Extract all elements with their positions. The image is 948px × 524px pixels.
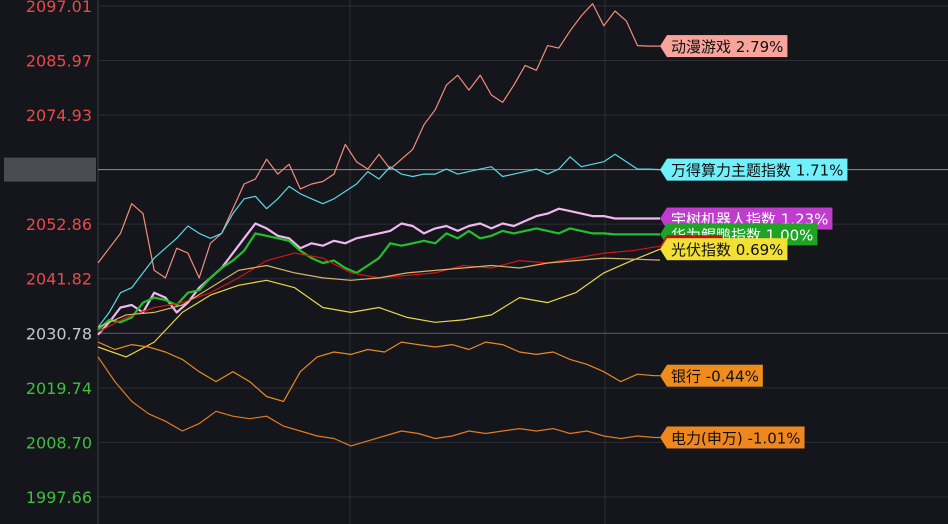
- series-labels: 动漫游戏 2.79%万得算力主题指数 1.71%宇树机器人指数 1.23%华为鲲…: [660, 35, 848, 449]
- label-pointer: [660, 426, 667, 449]
- series-line: [97, 153, 661, 328]
- crosshair-value-box: [4, 157, 96, 182]
- series-line: [97, 207, 660, 336]
- label-background: [667, 158, 848, 181]
- series-end-label-text: 银行 -0.44%: [671, 368, 759, 386]
- y-tick-label: 2097.01: [26, 0, 92, 16]
- y-tick-label: 1997.66: [26, 488, 92, 507]
- y-tick-label: 2085.97: [26, 52, 92, 71]
- series-end-label-text: 动漫游戏 2.79%: [671, 38, 783, 56]
- series-end-label-text: 万得算力主题指数 1.71%: [671, 162, 843, 180]
- label-pointer: [660, 35, 667, 58]
- series-line: [97, 341, 660, 402]
- label-pointer: [660, 238, 667, 261]
- label-background: [667, 426, 805, 449]
- y-tick-label: 2008.70: [26, 433, 92, 452]
- series-layer: [97, 3, 661, 447]
- series-end-label: 银行 -0.44%: [660, 364, 763, 387]
- y-tick-label: 2041.82: [26, 270, 92, 289]
- y-tick-label: 2074.93: [26, 106, 92, 125]
- series-line: [97, 3, 660, 279]
- series-line: [97, 257, 661, 328]
- label-background: [667, 238, 788, 261]
- series-end-label-text: 光伏指数 0.69%: [671, 241, 783, 259]
- series-end-label-text: 电力(申万) -1.01%: [671, 429, 801, 447]
- label-background: [667, 364, 763, 387]
- label-pointer: [660, 158, 667, 181]
- series-line: [97, 248, 661, 358]
- label-background: [667, 35, 788, 58]
- y-tick-label: 2030.78: [26, 324, 92, 343]
- series-end-label: 电力(申万) -1.01%: [660, 426, 805, 449]
- series-line: [97, 227, 660, 331]
- series-end-label: 万得算力主题指数 1.71%: [660, 158, 848, 181]
- label-pointer: [660, 207, 667, 230]
- series-end-label: 动漫游戏 2.79%: [660, 35, 788, 58]
- series-line: [97, 356, 660, 447]
- label-pointer: [660, 364, 667, 387]
- series-end-label: 光伏指数 0.69%: [660, 238, 788, 261]
- y-tick-label: 2019.74: [26, 379, 92, 398]
- y-tick-label: 2052.86: [26, 215, 92, 234]
- y-axis: 2097.01 2085.97 2074.93 2052.86 2041.82 2030.…: [4, 0, 96, 507]
